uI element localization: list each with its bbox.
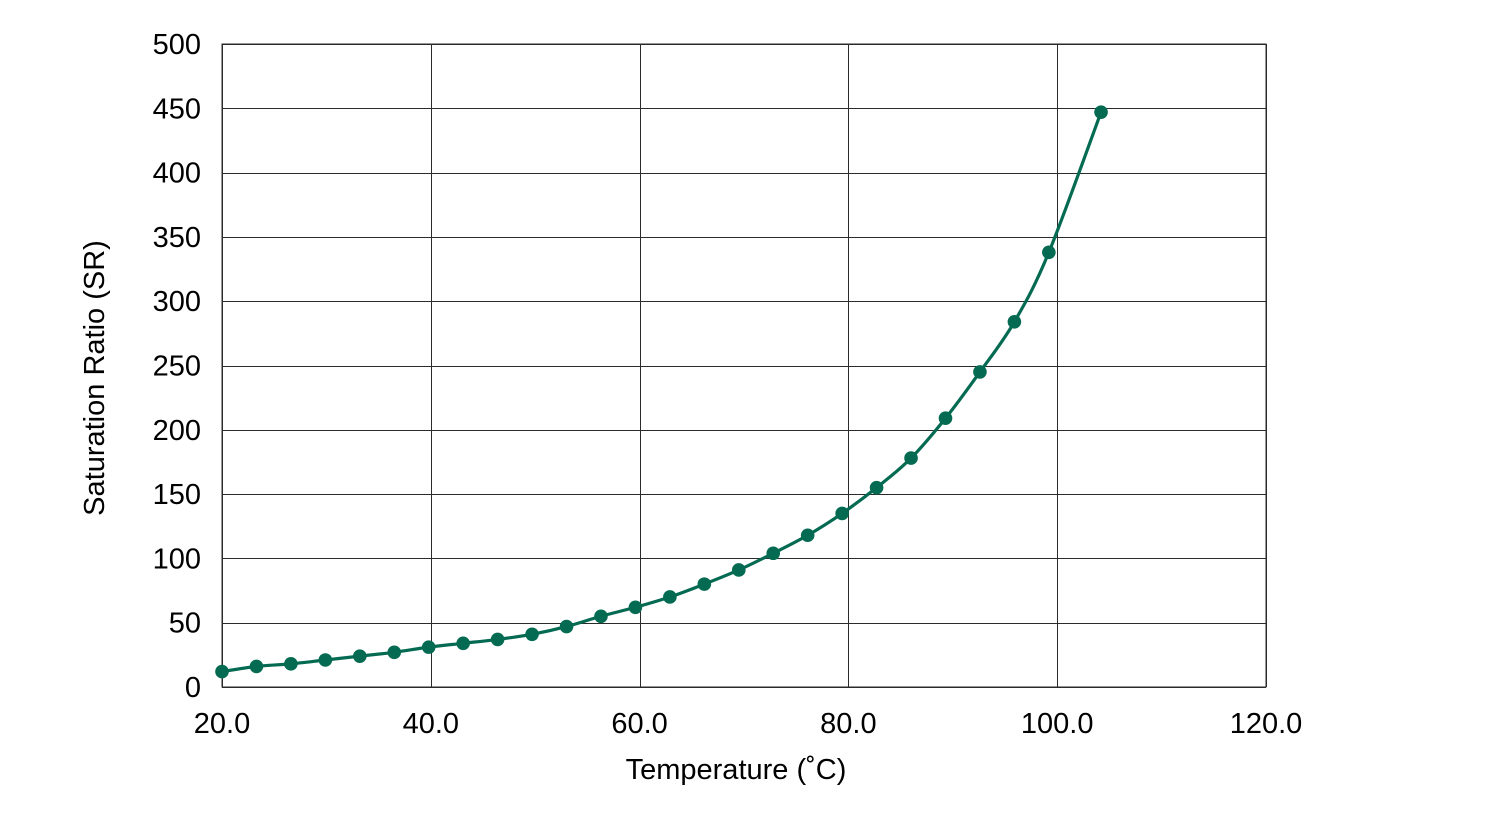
y-axis-label: Saturation Ratio (SR) bbox=[79, 240, 111, 516]
x-tick-label: 40.0 bbox=[403, 708, 459, 740]
grid bbox=[222, 44, 1267, 688]
data-point bbox=[594, 609, 608, 624]
data-point bbox=[663, 590, 677, 604]
data-point bbox=[697, 577, 712, 591]
data-point bbox=[353, 649, 367, 663]
y-axis-tick-labels: 0 50 100 150 200 250 300 350 400 450 500 bbox=[153, 29, 201, 704]
data-point bbox=[387, 645, 402, 660]
data-point bbox=[1094, 105, 1108, 119]
plot-area-border bbox=[221, 43, 1267, 688]
data-point bbox=[490, 632, 505, 647]
y-tick-label: 100 bbox=[153, 543, 201, 575]
data-points bbox=[215, 105, 1108, 679]
x-tick-label: 80.0 bbox=[820, 708, 876, 740]
data-point bbox=[559, 619, 574, 634]
data-point bbox=[628, 600, 643, 615]
y-tick-label: 300 bbox=[153, 286, 201, 318]
y-tick-label: 200 bbox=[153, 415, 201, 447]
data-point bbox=[869, 480, 884, 495]
data-point bbox=[456, 636, 470, 651]
data-point bbox=[284, 657, 298, 671]
data-point bbox=[731, 563, 746, 577]
data-point bbox=[938, 411, 953, 426]
data-point bbox=[1007, 314, 1022, 329]
data-point bbox=[215, 664, 229, 679]
x-axis-label: Temperature (˚C) bbox=[626, 754, 847, 786]
y-tick-label: 150 bbox=[153, 479, 201, 511]
x-tick-label: 120.0 bbox=[1230, 708, 1303, 740]
y-tick-label: 0 bbox=[185, 672, 201, 704]
data-point bbox=[421, 640, 436, 654]
data-point bbox=[249, 659, 264, 674]
series-line bbox=[220, 110, 1103, 674]
data-point bbox=[318, 653, 333, 667]
x-axis-tick-labels: 20.0 40.0 60.0 80.0 100.0 120.0 bbox=[194, 708, 1303, 740]
data-point bbox=[1042, 245, 1056, 260]
data-point bbox=[766, 546, 781, 561]
data-point bbox=[835, 506, 849, 521]
data-point bbox=[800, 528, 815, 543]
y-tick-label: 50 bbox=[169, 608, 201, 640]
x-tick-label: 20.0 bbox=[194, 708, 250, 740]
x-tick-label: 100.0 bbox=[1021, 708, 1094, 740]
y-tick-label: 250 bbox=[153, 351, 201, 383]
data-point bbox=[904, 451, 918, 465]
y-tick-label: 400 bbox=[153, 158, 201, 190]
y-tick-label: 450 bbox=[153, 93, 201, 125]
y-tick-label: 500 bbox=[153, 29, 201, 61]
x-tick-label: 60.0 bbox=[611, 708, 667, 740]
data-point bbox=[973, 365, 987, 379]
data-point bbox=[525, 627, 539, 642]
y-tick-label: 350 bbox=[153, 222, 201, 254]
